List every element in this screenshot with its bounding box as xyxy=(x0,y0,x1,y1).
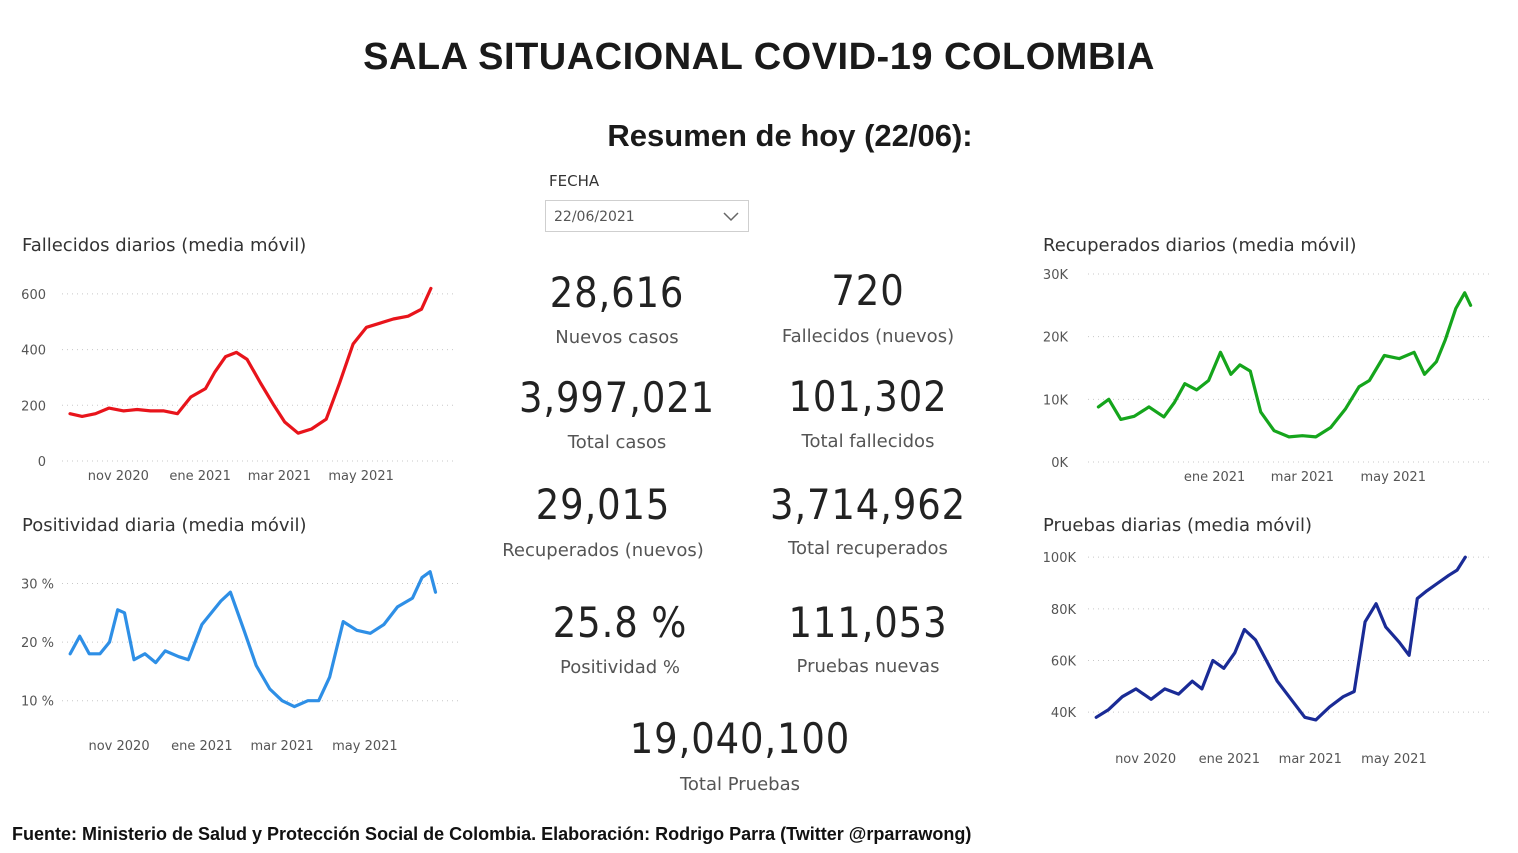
chart-recuperados: 0K 10K 20K 30K ene 2021 mar 2021 may 2021 xyxy=(1043,268,1490,485)
y-tick-label: 400 xyxy=(21,344,46,359)
chart-title-pruebas: Pruebas diarias (media móvil) xyxy=(1043,515,1312,536)
kpi-total-fallecidos-label: Total fallecidos xyxy=(801,431,935,452)
kpi-total-casos-label: Total casos xyxy=(567,432,667,453)
y-tick-label: 600 xyxy=(21,288,46,303)
x-tick-label: ene 2021 xyxy=(171,739,232,754)
date-filter-dropdown[interactable]: 22/06/2021 xyxy=(545,200,749,232)
series-line xyxy=(1094,555,1467,722)
x-tick-label: may 2021 xyxy=(1360,470,1426,485)
x-tick-label: nov 2020 xyxy=(1115,752,1176,767)
chart-title-recuperados: Recuperados diarios (media móvil) xyxy=(1043,235,1357,256)
chart-positividad: 10 % 20 % 30 % nov 2020 ene 2021 mar 2021 may … xyxy=(21,570,460,754)
kpi-positividad-label: Positividad % xyxy=(559,657,681,678)
y-tick-label: 60K xyxy=(1051,655,1077,670)
kpi-total-fallecidos-value: 101,302 xyxy=(788,372,948,421)
kpi-recuperados-nuevos-value: 29,015 xyxy=(535,480,671,529)
x-tick-label: ene 2021 xyxy=(169,469,230,484)
x-tick-label: may 2021 xyxy=(328,469,394,484)
series-line xyxy=(1096,291,1473,439)
y-tick-label: 0K xyxy=(1051,456,1068,471)
kpi-total-recuperados-value: 3,714,962 xyxy=(769,480,967,529)
series-line xyxy=(68,570,438,709)
x-tick-label: nov 2020 xyxy=(88,739,149,754)
kpi-recuperados-nuevos-label: Recuperados (nuevos) xyxy=(502,540,704,561)
kpi-total-pruebas-label: Total Pruebas xyxy=(679,774,800,795)
date-filter-value: 22/06/2021 xyxy=(554,209,635,225)
chart-title-fallecidos: Fallecidos diarios (media móvil) xyxy=(22,235,307,256)
x-tick-label: ene 2021 xyxy=(1184,470,1245,485)
kpi-total-casos-value: 3,997,021 xyxy=(518,373,716,422)
kpi-nuevos-casos-label: Nuevos casos xyxy=(555,327,679,348)
y-tick-label: 10K xyxy=(1043,393,1069,408)
kpi-fallecidos-nuevos-label: Fallecidos (nuevos) xyxy=(781,326,955,347)
kpi-pruebas-nuevas-value: 111,053 xyxy=(788,598,948,647)
x-tick-label: mar 2021 xyxy=(250,739,313,754)
x-tick-label: may 2021 xyxy=(1361,752,1427,767)
y-tick-label: 200 xyxy=(21,399,46,414)
summary-title: Resumen de hoy (22/06): xyxy=(607,118,973,153)
chart-pruebas: 40K 60K 80K 100K nov 2020 ene 2021 mar 2021 may… xyxy=(1043,551,1490,767)
kpi-total-recuperados-label: Total recuperados xyxy=(788,538,948,559)
series-line xyxy=(68,286,433,435)
x-tick-label: mar 2021 xyxy=(1279,752,1342,767)
y-tick-label: 100K xyxy=(1043,551,1077,566)
date-filter-label: FECHA xyxy=(549,172,600,190)
kpi-positividad-value: 25.8 % xyxy=(552,598,688,647)
chart-title-positividad: Positividad diaria (media móvil) xyxy=(22,515,307,536)
kpi-total-pruebas-value: 19,040,100 xyxy=(629,714,851,763)
x-tick-label: nov 2020 xyxy=(88,469,149,484)
y-tick-label: 10 % xyxy=(21,695,54,710)
x-tick-label: may 2021 xyxy=(332,739,398,754)
y-tick-label: 20 % xyxy=(21,636,54,651)
kpi-fallecidos-nuevos-value: 720 xyxy=(831,266,905,315)
footer-source: Fuente: Ministerio de Salud y Protección… xyxy=(12,824,972,844)
y-tick-label: 40K xyxy=(1051,706,1077,721)
y-tick-label: 80K xyxy=(1051,603,1077,618)
y-tick-label: 30K xyxy=(1043,268,1069,283)
kpi-nuevos-casos-value: 28,616 xyxy=(549,268,685,317)
y-tick-label: 0 xyxy=(38,455,46,470)
y-tick-label: 20K xyxy=(1043,331,1069,346)
kpi-pruebas-nuevas-label: Pruebas nuevas xyxy=(796,656,940,677)
page-title: SALA SITUACIONAL COVID-19 COLOMBIA xyxy=(363,36,1155,78)
y-tick-label: 30 % xyxy=(21,577,54,592)
x-tick-label: mar 2021 xyxy=(1271,470,1334,485)
chart-fallecidos: 0 200 400 600 nov 2020 ene 2021 mar 2021 may 20… xyxy=(21,286,455,484)
x-tick-label: mar 2021 xyxy=(248,469,311,484)
chevron-down-icon xyxy=(723,212,739,222)
x-tick-label: ene 2021 xyxy=(1199,752,1260,767)
